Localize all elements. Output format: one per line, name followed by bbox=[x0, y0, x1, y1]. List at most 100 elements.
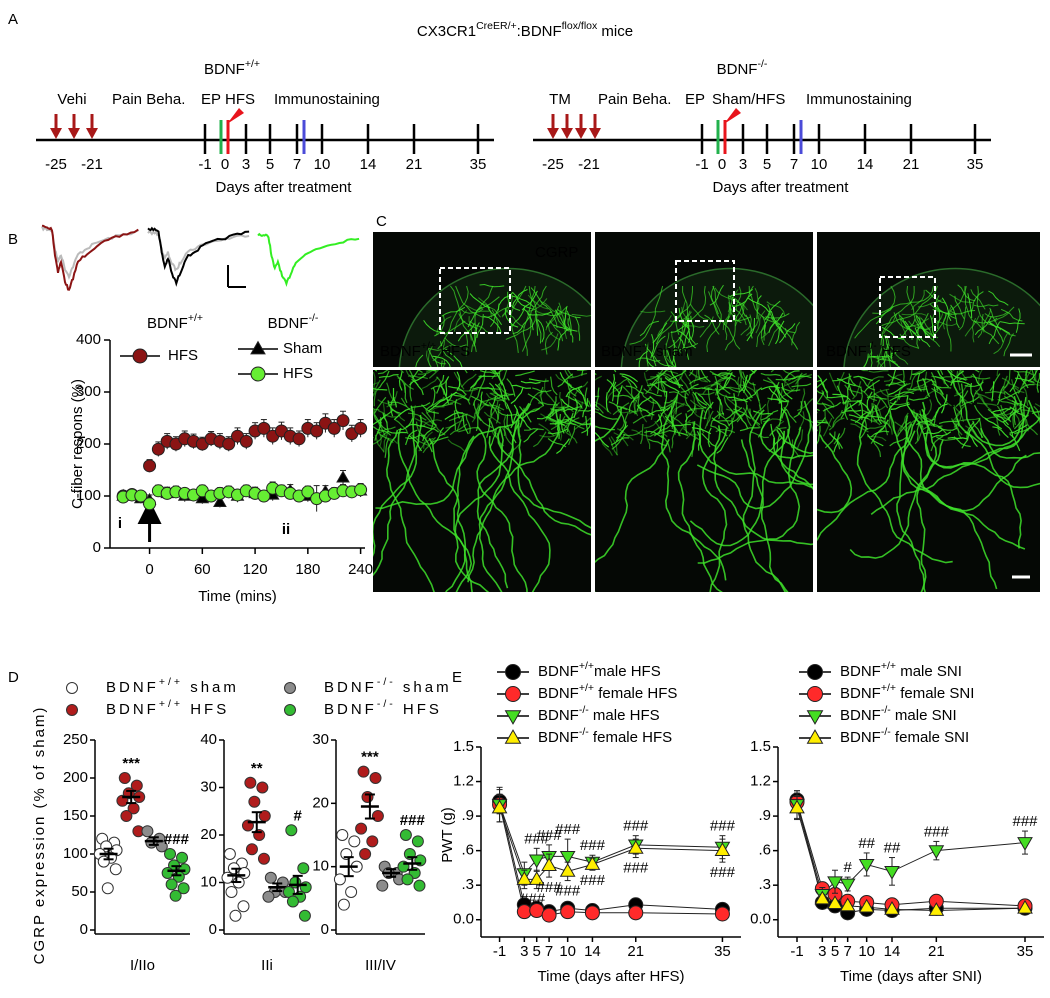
text-run: Immunostaining bbox=[806, 91, 912, 108]
fiber bbox=[870, 388, 890, 398]
fiber bbox=[828, 417, 845, 431]
fiber bbox=[746, 317, 755, 342]
panel-label: D bbox=[8, 669, 19, 686]
fiber bbox=[559, 372, 573, 389]
fiber bbox=[993, 333, 1008, 355]
fiber bbox=[765, 313, 790, 319]
data-point bbox=[262, 890, 275, 903]
fiber bbox=[916, 378, 936, 383]
fiber bbox=[562, 406, 591, 426]
significance: ### bbox=[524, 830, 550, 847]
fiber bbox=[989, 373, 1001, 392]
fiber bbox=[495, 403, 501, 424]
fiber bbox=[749, 408, 761, 426]
fiber bbox=[832, 375, 852, 382]
fiber bbox=[650, 370, 668, 378]
fiber bbox=[712, 419, 733, 422]
fiber bbox=[595, 387, 600, 408]
fiber bbox=[740, 439, 789, 592]
fiber bbox=[506, 414, 512, 434]
fiber bbox=[737, 376, 741, 397]
text-run: 0 bbox=[209, 921, 217, 938]
fiber bbox=[716, 372, 736, 378]
fiber bbox=[1013, 370, 1034, 376]
text-run: HFS bbox=[436, 343, 470, 360]
legend-marker bbox=[66, 704, 78, 716]
fiber bbox=[970, 375, 991, 380]
fiber bbox=[1009, 433, 1021, 452]
legend-label: BDNF+/+ female SNI bbox=[840, 682, 974, 702]
fiber bbox=[916, 315, 930, 337]
superscript: -/- bbox=[642, 340, 652, 352]
fiber bbox=[544, 403, 556, 422]
x-tick-label: 7 bbox=[545, 943, 553, 960]
superscript: CreER/+ bbox=[476, 20, 517, 32]
fiber bbox=[441, 306, 466, 317]
y-tick-label: 100 bbox=[63, 845, 88, 862]
text-run: 120 bbox=[243, 561, 268, 578]
fiber bbox=[976, 402, 997, 406]
fiber bbox=[868, 352, 894, 358]
fiber bbox=[931, 431, 952, 439]
significance: ### bbox=[710, 818, 736, 835]
fiber bbox=[914, 327, 931, 348]
fiber bbox=[888, 384, 907, 396]
fiber bbox=[475, 398, 490, 415]
fiber bbox=[914, 312, 929, 335]
day-label: 3 bbox=[242, 156, 250, 173]
day-label: 0 bbox=[718, 156, 726, 173]
text-run: ### bbox=[924, 823, 950, 840]
fiber bbox=[563, 417, 580, 430]
fiber bbox=[576, 370, 588, 372]
fiber bbox=[651, 335, 666, 357]
text-run: TM bbox=[549, 91, 571, 108]
data-point bbox=[1017, 837, 1033, 851]
fiber bbox=[645, 429, 651, 450]
fiber bbox=[435, 355, 439, 367]
data-point bbox=[1017, 899, 1033, 914]
text-run: Pain Beha. bbox=[598, 91, 671, 108]
fiber bbox=[894, 391, 915, 396]
text-run: ii bbox=[282, 521, 290, 538]
text-run: BDNF bbox=[324, 679, 377, 696]
fiber bbox=[636, 396, 652, 411]
fiber bbox=[760, 321, 768, 346]
fiber bbox=[634, 394, 640, 415]
x-tick-label: 120 bbox=[243, 561, 268, 578]
text-run: 0.0 bbox=[453, 911, 474, 928]
significance: *** bbox=[122, 755, 140, 772]
day-label: 5 bbox=[763, 156, 771, 173]
fiber bbox=[685, 413, 688, 434]
data-point bbox=[354, 483, 368, 497]
fiber bbox=[616, 421, 627, 439]
text-run: 150 bbox=[63, 807, 88, 824]
text-run: 21 bbox=[928, 943, 945, 960]
fiber bbox=[483, 411, 501, 424]
fiber bbox=[973, 404, 988, 420]
fiber bbox=[956, 418, 1040, 489]
data-point bbox=[413, 879, 426, 892]
fiber bbox=[699, 409, 813, 489]
text-run: 10 bbox=[200, 873, 217, 890]
fiber bbox=[738, 384, 752, 402]
fiber bbox=[476, 314, 484, 339]
legend-marker bbox=[250, 366, 266, 382]
fiber bbox=[671, 428, 677, 449]
fiber bbox=[953, 436, 971, 448]
fiber bbox=[567, 395, 583, 409]
data-point bbox=[584, 856, 601, 870]
fiber bbox=[728, 413, 745, 426]
data-point bbox=[376, 879, 389, 892]
day-label: -25 bbox=[542, 156, 564, 173]
x-tick-label: 5 bbox=[831, 943, 839, 960]
fiber bbox=[852, 381, 862, 400]
data-point bbox=[310, 424, 324, 438]
data-point bbox=[257, 852, 270, 865]
fiber bbox=[425, 350, 432, 367]
fiber bbox=[870, 400, 1025, 516]
fiber bbox=[432, 355, 451, 367]
text-run: A bbox=[8, 11, 18, 28]
text-run: BDNF bbox=[840, 663, 881, 680]
fiber bbox=[1036, 373, 1040, 393]
